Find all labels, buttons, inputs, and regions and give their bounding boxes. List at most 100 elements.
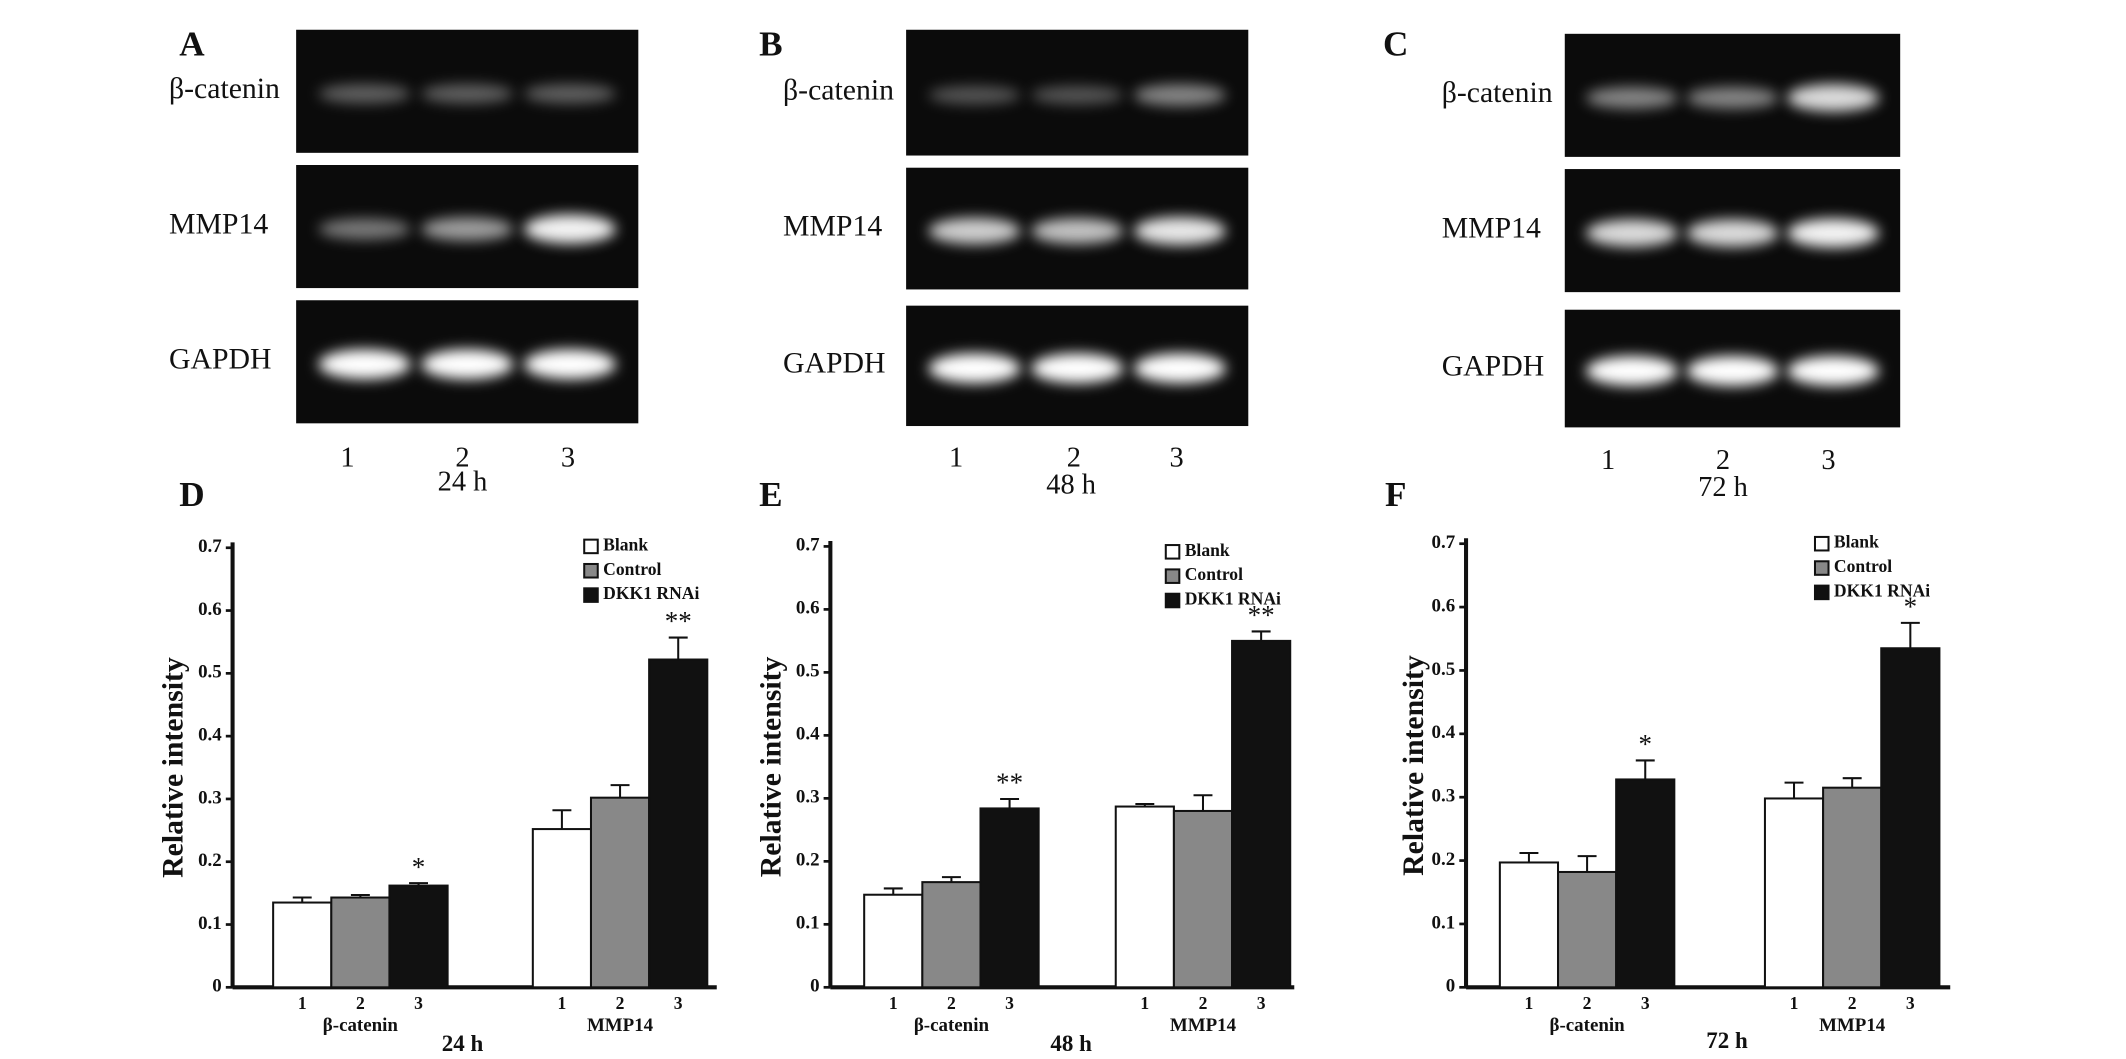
bar bbox=[979, 807, 1040, 989]
gel-band bbox=[1585, 219, 1678, 247]
x-tick-label: MMP14 bbox=[587, 1015, 654, 1036]
error-bar bbox=[1577, 855, 1597, 872]
y-tick-label: 0.7 bbox=[796, 535, 820, 556]
row-label: β-catenin bbox=[169, 72, 280, 105]
lane-label: 1 bbox=[1790, 993, 1799, 1013]
row-label: MMP14 bbox=[783, 209, 882, 242]
legend-swatch bbox=[1164, 568, 1181, 584]
x-axis-label: 72 h bbox=[1706, 1028, 1748, 1053]
gel-band bbox=[318, 218, 411, 240]
y-tick-label: 0.2 bbox=[796, 850, 820, 871]
legend-swatch bbox=[1813, 560, 1830, 576]
gel-band bbox=[1686, 86, 1779, 109]
y-tick-label: 0.5 bbox=[1432, 659, 1456, 680]
gel-band bbox=[1787, 218, 1880, 248]
legend-label: DKK1 RNAi bbox=[1834, 580, 1930, 600]
y-axis-label: Relative intensity bbox=[1397, 655, 1430, 876]
legend-label: Control bbox=[1834, 556, 1892, 576]
x-tick-label: β-catenin bbox=[323, 1015, 399, 1036]
gel-band bbox=[421, 217, 514, 241]
y-tick-label: 0.2 bbox=[1432, 849, 1456, 870]
lane-label: 3 bbox=[561, 442, 575, 473]
gel-band bbox=[1031, 218, 1124, 244]
lane-label: 3 bbox=[414, 993, 423, 1013]
error-bar bbox=[610, 784, 630, 798]
bar bbox=[531, 828, 592, 989]
panel-letter: F bbox=[1385, 475, 1406, 514]
legend-swatch bbox=[583, 538, 599, 555]
significance-mark: ** bbox=[665, 606, 692, 636]
bar bbox=[272, 901, 333, 989]
legend-label: Blank bbox=[1185, 540, 1230, 560]
bar bbox=[921, 881, 982, 989]
y-tick-label: 0.7 bbox=[1432, 532, 1456, 553]
row-label: β-catenin bbox=[783, 73, 894, 106]
legend-swatch bbox=[583, 562, 599, 579]
lane-label: 2 bbox=[1067, 442, 1081, 473]
bar bbox=[863, 893, 924, 989]
panel-letter: C bbox=[1383, 24, 1408, 63]
y-tick-label: 0.1 bbox=[198, 913, 222, 934]
y-tick-label: 0.3 bbox=[1432, 786, 1456, 807]
gel-band bbox=[421, 84, 514, 104]
gel-band bbox=[1133, 353, 1226, 384]
bar bbox=[1822, 786, 1883, 989]
x-axis-label: 24 h bbox=[442, 1031, 484, 1056]
gel-band bbox=[1031, 85, 1124, 105]
y-tick-label: 0.6 bbox=[198, 599, 222, 620]
legend-swatch bbox=[1813, 584, 1830, 601]
bar bbox=[1114, 805, 1175, 989]
error-bar bbox=[1251, 630, 1271, 641]
bar bbox=[388, 884, 449, 989]
legend-label: DKK1 RNAi bbox=[603, 583, 699, 603]
bar bbox=[1231, 639, 1292, 989]
gel-band bbox=[318, 349, 411, 380]
significance-mark: * bbox=[1904, 592, 1918, 622]
y-tick-label: 0.1 bbox=[796, 913, 820, 934]
lane-label: 1 bbox=[1525, 993, 1534, 1013]
bar bbox=[1880, 647, 1941, 989]
bar bbox=[1763, 797, 1825, 989]
lane-label: 2 bbox=[356, 993, 365, 1013]
legend-swatch bbox=[583, 587, 599, 603]
lane-label: 2 bbox=[1199, 993, 1208, 1013]
bar bbox=[1615, 778, 1676, 989]
row-label: MMP14 bbox=[1442, 211, 1541, 244]
gel-band bbox=[421, 349, 514, 380]
gel-band bbox=[523, 84, 616, 104]
significance-mark: * bbox=[412, 852, 426, 882]
gel-band bbox=[1031, 353, 1124, 384]
x-tick-label: β-catenin bbox=[1550, 1015, 1626, 1036]
lane-label: 3 bbox=[1257, 993, 1266, 1013]
y-tick-label: 0.4 bbox=[796, 724, 820, 745]
x-tick-label: β-catenin bbox=[914, 1015, 990, 1036]
error-bar bbox=[883, 887, 903, 895]
y-tick-label: 0.6 bbox=[1432, 595, 1456, 616]
bar bbox=[330, 896, 391, 989]
gel-band bbox=[318, 84, 411, 104]
lane-label: 2 bbox=[1716, 445, 1730, 476]
error-bar bbox=[1000, 797, 1020, 809]
panel-letter: D bbox=[179, 475, 204, 514]
error-bar bbox=[1135, 803, 1155, 807]
significance-mark: ** bbox=[1248, 600, 1275, 630]
error-bar bbox=[668, 636, 688, 660]
y-tick-label: 0 bbox=[810, 976, 819, 997]
lane-label: 3 bbox=[1005, 993, 1014, 1013]
legend-label: Control bbox=[1185, 564, 1243, 584]
legend-label: DKK1 RNAi bbox=[1185, 589, 1281, 609]
bar bbox=[648, 658, 709, 989]
gel-band bbox=[1686, 219, 1779, 247]
y-tick-label: 0.3 bbox=[198, 787, 222, 808]
lane-label: 1 bbox=[1601, 445, 1615, 476]
gel-band bbox=[1787, 356, 1880, 386]
y-tick-label: 0.2 bbox=[198, 850, 222, 871]
gel-band bbox=[928, 217, 1021, 245]
legend-swatch bbox=[1164, 592, 1181, 609]
y-tick-label: 0.6 bbox=[796, 598, 820, 619]
time-label: 24 h bbox=[438, 467, 488, 498]
row-label: β-catenin bbox=[1442, 76, 1553, 109]
y-axis-label: Relative intensity bbox=[754, 656, 787, 877]
gel-band bbox=[1585, 86, 1678, 109]
